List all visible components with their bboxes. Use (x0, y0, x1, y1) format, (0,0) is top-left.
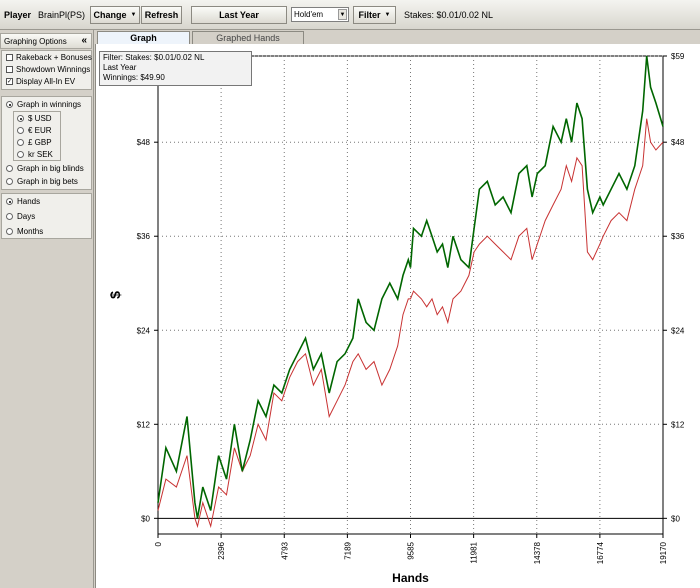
x-tick-label: 19170 (659, 541, 668, 564)
radio-selected-icon[interactable] (6, 101, 13, 108)
y-axis-label: $ (107, 291, 123, 299)
y-tick-label-right: $59 (671, 52, 685, 61)
graphing-options-panel: Graphing Options « Rakeback + Bonuses Sh… (0, 30, 94, 588)
x-axis-months-radio[interactable]: Months (6, 227, 43, 236)
game-select-value: Hold'em (294, 10, 324, 19)
y-tick-label: $12 (137, 420, 151, 429)
allin-ev-checkbox[interactable]: ✓ Display All-In EV (6, 77, 75, 86)
chevron-down-icon: ▼ (130, 12, 137, 18)
graph-in-big-bets-radio[interactable]: Graph in big bets (6, 177, 78, 186)
currency-eur-radio[interactable]: € EUR (17, 126, 52, 135)
showdown-label: Showdown Winnings (16, 65, 91, 74)
legend-winnings-line: Winnings: $49.90 (103, 73, 165, 82)
radio-icon[interactable] (17, 151, 24, 158)
refresh-button[interactable]: Refresh (141, 6, 182, 24)
radio-selected-icon[interactable] (6, 198, 13, 205)
y-tick-label: $48 (137, 138, 151, 147)
currency-eur-label: € EUR (28, 126, 52, 135)
allin-ev-line (157, 118, 664, 529)
y-tick-label-right: $24 (671, 326, 685, 335)
x-axis-days-radio[interactable]: Days (6, 212, 35, 221)
checkbox-icon[interactable] (6, 54, 13, 61)
tab-graph[interactable]: Graph (97, 31, 190, 44)
chevron-down-icon: ▼ (384, 12, 391, 18)
allin-ev-label: Display All-In EV (16, 77, 76, 86)
chevron-down-icon[interactable]: ▼ (338, 9, 347, 20)
filter-legend: Filter: Stakes: $0.01/0.02 NL Last Year … (99, 51, 252, 86)
x-tick-label: 16774 (596, 541, 605, 564)
showdown-checkbox[interactable]: Showdown Winnings (6, 65, 90, 74)
game-select[interactable]: Hold'em ▼ (291, 7, 349, 22)
currency-usd-radio[interactable]: $ USD (17, 114, 52, 123)
rakeback-checkbox[interactable]: Rakeback + Bonuses (6, 53, 92, 62)
graph-in-winnings-label: Graph in winnings (17, 100, 82, 109)
graph-in-big-bets-label: Graph in big bets (17, 177, 78, 186)
graph-in-winnings-radio[interactable]: Graph in winnings (6, 100, 81, 109)
stakes-text: Stakes: $0.01/0.02 NL (404, 10, 494, 20)
radio-icon[interactable] (17, 139, 24, 146)
collapse-icon[interactable]: « (81, 35, 87, 46)
checkbox-icon[interactable] (6, 66, 13, 73)
graphing-options-title: Graphing Options (4, 36, 67, 46)
period-button[interactable]: Last Year (191, 6, 287, 24)
x-tick-label: 2396 (217, 541, 226, 559)
graph-in-big-blinds-label: Graph in big blinds (17, 164, 84, 173)
currency-gbp-label: £ GBP (28, 138, 52, 147)
y-tick-label: $0 (141, 514, 150, 523)
tab-graphed-hands[interactable]: Graphed Hands (192, 31, 304, 44)
graph-in-big-blinds-radio[interactable]: Graph in big blinds (6, 164, 84, 173)
tab-bar: Graph Graphed Hands (95, 30, 700, 44)
currency-usd-label: $ USD (28, 114, 52, 123)
radio-icon[interactable] (6, 213, 13, 220)
x-tick-label: 4793 (280, 541, 289, 559)
filter-button[interactable]: Filter ▼ (353, 6, 396, 24)
x-axis-hands-radio[interactable]: Hands (6, 197, 40, 206)
winnings-chart: $0$0$12$12$24$24$36$36$48$48$59$59023964… (107, 52, 685, 585)
y-tick-label-right: $36 (671, 232, 685, 241)
toolbar: Player BrainPl(PS) Change ▼ Refresh Last… (0, 0, 700, 30)
graph-panel: $0$0$12$12$24$24$36$36$48$48$59$59023964… (95, 44, 700, 588)
legend-period-line: Last Year (103, 63, 137, 72)
y-tick-label-right: $48 (671, 138, 685, 147)
x-tick-label: 9585 (407, 541, 416, 559)
y-tick-label-right: $0 (671, 514, 680, 523)
radio-icon[interactable] (17, 127, 24, 134)
x-tick-label: 7189 (343, 541, 352, 559)
graph-mode-group: Graph in winnings $ USD € EUR £ GBP kr S… (1, 96, 92, 190)
x-tick-label: 14378 (533, 541, 542, 564)
check-icon[interactable]: ✓ (6, 78, 13, 85)
x-tick-label: 11981 (470, 541, 479, 563)
x-axis-hands-label: Hands (17, 197, 41, 206)
radio-selected-icon[interactable] (17, 115, 24, 122)
winnings-line (157, 55, 664, 519)
x-axis-months-label: Months (17, 227, 44, 236)
x-axis-label: Hands (392, 571, 429, 585)
filter-button-label: Filter (358, 10, 381, 20)
graphing-options-header: Graphing Options « (0, 33, 92, 49)
currency-group: $ USD € EUR £ GBP kr SEK (13, 111, 61, 161)
currency-sek-label: kr SEK (28, 150, 53, 159)
rakeback-label: Rakeback + Bonuses (16, 53, 92, 62)
currency-sek-radio[interactable]: kr SEK (17, 150, 53, 159)
y-tick-label: $36 (137, 232, 151, 241)
checkbox-group: Rakeback + Bonuses Showdown Winnings ✓ D… (1, 50, 92, 90)
change-button-label: Change (93, 10, 127, 20)
x-axis-days-label: Days (17, 212, 36, 221)
radio-icon[interactable] (6, 178, 13, 185)
currency-gbp-radio[interactable]: £ GBP (17, 138, 52, 147)
radio-icon[interactable] (6, 228, 13, 235)
plot-frame (157, 55, 664, 535)
x-axis-group: Hands Days Months (1, 193, 92, 239)
player-name: BrainPl(PS) (38, 10, 86, 20)
change-button[interactable]: Change ▼ (90, 6, 140, 24)
legend-filter-line: Filter: Stakes: $0.01/0.02 NL (103, 53, 205, 62)
x-tick-label: 0 (154, 541, 163, 546)
player-label: Player (4, 10, 32, 20)
y-tick-label: $24 (137, 326, 151, 335)
radio-icon[interactable] (6, 165, 13, 172)
y-tick-label-right: $12 (671, 420, 685, 429)
